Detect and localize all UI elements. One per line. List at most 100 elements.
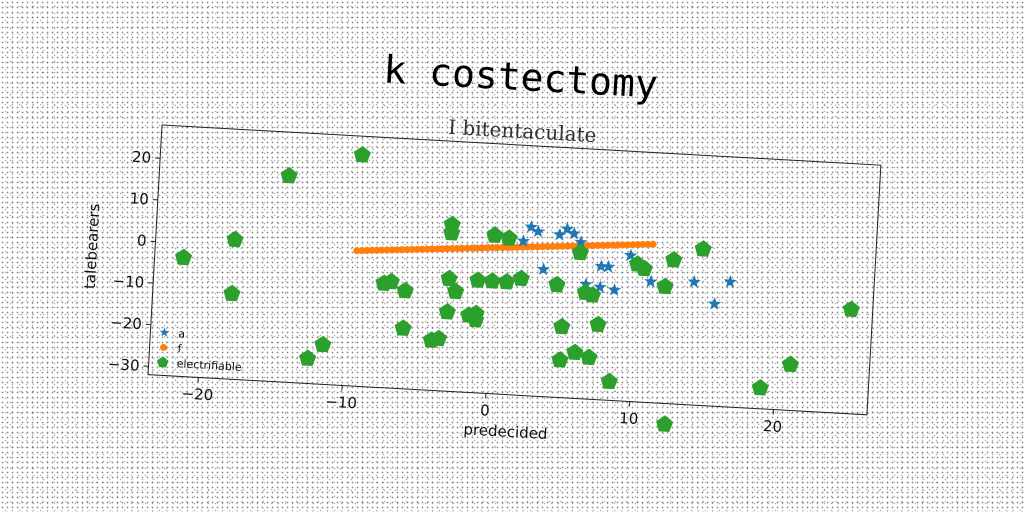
- point-electrifiable: [223, 284, 241, 302]
- point-electrifiable: [486, 226, 504, 243]
- point-a: [644, 274, 658, 288]
- point-f: [478, 244, 486, 252]
- x-tick-label: 10: [619, 409, 639, 428]
- point-a: [687, 275, 701, 288]
- point-electrifiable: [580, 348, 598, 366]
- point-a: [567, 226, 581, 240]
- point-f: [498, 243, 506, 252]
- point-electrifiable: [299, 349, 317, 367]
- point-f: [383, 246, 391, 254]
- point-f: [458, 244, 466, 252]
- point-f: [624, 241, 632, 249]
- point-f: [604, 241, 612, 249]
- point-f: [649, 240, 657, 248]
- point-f: [569, 242, 577, 250]
- legend-marker-electrifiable: [157, 356, 169, 368]
- point-f: [589, 241, 597, 250]
- point-f: [644, 240, 652, 248]
- point-f: [538, 243, 547, 251]
- point-electrifiable: [467, 310, 485, 328]
- point-f: [448, 244, 456, 253]
- point-f: [564, 242, 572, 250]
- x-axis: −20 −10 0 10 20: [181, 377, 783, 436]
- point-electrifiable: [589, 315, 607, 333]
- point-electrifiable: [635, 259, 654, 277]
- point-electrifiable: [751, 378, 769, 396]
- x-tick-label: 20: [762, 417, 782, 436]
- point-electrifiable: [842, 300, 860, 318]
- point-f: [358, 246, 366, 255]
- point-f: [513, 243, 522, 251]
- point-f: [368, 246, 376, 254]
- point-electrifiable: [566, 343, 584, 361]
- point-a: [723, 274, 737, 288]
- point-electrifiable: [553, 317, 571, 335]
- point-f: [418, 245, 426, 253]
- point-f: [639, 240, 647, 249]
- point-f: [468, 244, 476, 252]
- point-f: [403, 245, 411, 254]
- point-f: [614, 241, 622, 249]
- y-tick-label: 20: [132, 148, 152, 167]
- point-electrifiable: [500, 229, 518, 246]
- series-a-points: [516, 220, 737, 310]
- point-f: [528, 243, 537, 251]
- legend: a f electrifiable: [157, 327, 242, 374]
- point-electrifiable: [498, 272, 516, 290]
- point-electrifiable: [175, 248, 193, 266]
- point-f: [594, 241, 602, 250]
- point-electrifiable: [600, 372, 618, 390]
- point-a: [574, 235, 588, 249]
- point-f: [548, 242, 557, 251]
- point-f: [543, 242, 552, 251]
- point-f: [363, 246, 371, 255]
- x-axis-label: predecided: [463, 420, 548, 443]
- x-tick-label: −20: [181, 385, 214, 405]
- point-a: [624, 248, 638, 262]
- point-f: [619, 241, 627, 249]
- point-f: [398, 246, 406, 254]
- point-electrifiable: [440, 269, 458, 287]
- point-f: [629, 241, 637, 249]
- plot-frame: [147, 124, 882, 416]
- point-electrifiable: [571, 243, 590, 261]
- point-electrifiable: [226, 230, 244, 248]
- y-tick-label: −30: [107, 355, 140, 375]
- y-tick-label: 10: [129, 189, 149, 208]
- point-electrifiable: [548, 275, 566, 293]
- legend-label-electrifiable: electrifiable: [176, 357, 242, 374]
- series-f-points: [353, 240, 657, 255]
- point-a: [536, 262, 551, 276]
- point-a: [607, 283, 622, 296]
- point-f: [408, 245, 416, 254]
- legend-marker-f: [160, 343, 168, 351]
- point-f: [493, 244, 501, 252]
- point-f: [373, 246, 381, 254]
- point-f: [388, 246, 396, 254]
- point-electrifiable: [430, 329, 448, 347]
- point-f: [533, 243, 542, 251]
- point-f: [443, 245, 451, 253]
- point-f: [503, 243, 512, 252]
- point-f: [423, 245, 431, 253]
- point-f: [488, 244, 496, 252]
- series-electrifiable-points: [175, 145, 860, 432]
- x-tick-label: 0: [480, 401, 491, 420]
- point-f: [413, 245, 421, 253]
- point-electrifiable: [443, 215, 461, 233]
- point-f: [378, 246, 386, 254]
- point-f: [558, 242, 567, 250]
- y-tick-label: −10: [112, 272, 145, 292]
- point-electrifiable: [394, 319, 412, 336]
- point-a: [516, 234, 531, 248]
- point-f: [428, 245, 436, 253]
- point-electrifiable: [665, 251, 683, 268]
- point-f: [634, 240, 642, 249]
- point-f: [353, 247, 361, 255]
- point-electrifiable: [438, 303, 456, 320]
- plot-area: −20 −10 0 10 20 −30 −20 −10 0 10 20 a f electrifi…: [81, 124, 882, 443]
- legend-marker-a: [159, 327, 170, 337]
- point-a: [524, 220, 539, 233]
- point-electrifiable: [353, 145, 371, 163]
